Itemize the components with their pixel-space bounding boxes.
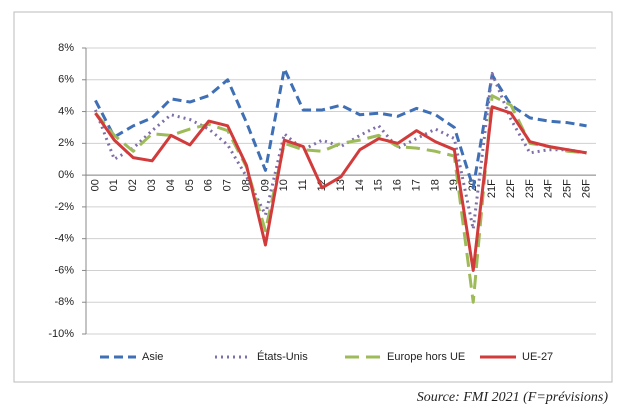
- x-tick-label: 21F: [486, 179, 498, 198]
- x-tick-label: 24F: [543, 179, 555, 198]
- x-tick-label: 09: [259, 179, 271, 191]
- x-tick-label: 07: [222, 179, 234, 191]
- x-tick-label: 22F: [505, 179, 517, 198]
- x-tick-label: 05: [184, 179, 196, 191]
- x-tick-label: 26F: [580, 179, 592, 198]
- x-tick-label: 10: [278, 179, 290, 191]
- series-line: [94, 105, 587, 272]
- x-tick-label: 03: [146, 179, 158, 191]
- y-tick-label: 2%: [58, 137, 74, 149]
- source: Source: FMI 2021 (F=prévisions): [417, 390, 609, 405]
- x-tick-label: 23F: [524, 179, 536, 198]
- y-tick-label: -4%: [54, 233, 74, 245]
- legend-label: États-Unis: [257, 350, 308, 363]
- series-line: [94, 71, 587, 231]
- series-line: [94, 94, 587, 304]
- x-tick-label: 17: [410, 179, 422, 191]
- x-tick-label: 06: [203, 179, 215, 191]
- y-tick-label: 8%: [58, 42, 74, 54]
- x-tick-label: 02: [127, 179, 139, 191]
- y-tick-label: -10%: [48, 328, 74, 340]
- y-tick-label: 0%: [58, 169, 74, 181]
- chart-frame: [13, 11, 613, 383]
- x-tick-label: 00: [89, 179, 101, 191]
- x-tick-label: 13: [335, 179, 347, 191]
- series-line: [94, 67, 587, 190]
- y-tick-label: 6%: [58, 74, 74, 86]
- x-tick-label: 04: [165, 179, 177, 191]
- x-tick-label: 11: [297, 179, 309, 190]
- x-tick-label: 01: [108, 179, 120, 191]
- y-tick-label: 4%: [58, 105, 74, 117]
- x-tick-label: 16: [392, 179, 404, 191]
- x-tick-label: 18: [429, 179, 441, 191]
- y-tick-label: -2%: [54, 201, 74, 213]
- x-tick-label: 15: [373, 179, 385, 191]
- x-tick-label: 14: [354, 179, 366, 191]
- legend-label: Europe hors UE: [387, 351, 465, 363]
- x-tick-label: 25F: [562, 179, 574, 198]
- legend-label: UE-27: [522, 351, 553, 363]
- y-tick-label: -8%: [54, 296, 74, 308]
- y-tick-label: -6%: [54, 264, 74, 276]
- legend-label: Asie: [142, 351, 163, 363]
